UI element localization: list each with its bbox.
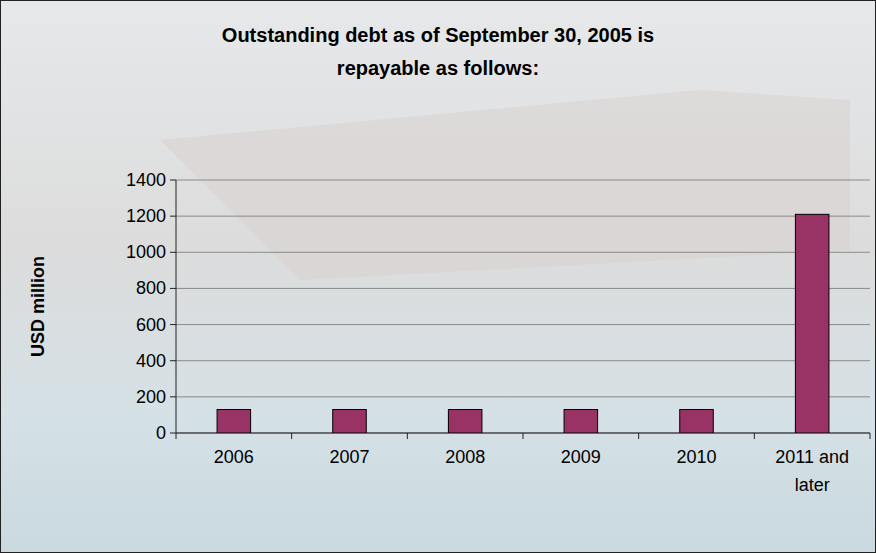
text-line: 2008 [445, 447, 485, 467]
background [1, 1, 876, 553]
tick-mark [170, 180, 176, 181]
tick-label: 200 [136, 387, 166, 407]
tick-mark [170, 216, 176, 217]
ship-shape [160, 90, 850, 280]
grid-line [176, 396, 870, 397]
tick-label: 800 [136, 278, 166, 298]
bar [795, 214, 829, 433]
category-label: 2009 [561, 447, 601, 467]
text-line: 2009 [561, 447, 601, 467]
tick-label: 1400 [126, 170, 166, 190]
bar [564, 410, 598, 433]
category-label: 2008 [445, 447, 485, 467]
chart: 0 200 400 600 800 1000 1200 1400 2006 2007 2008 200… [0, 0, 876, 553]
x-tick-mark [176, 433, 177, 439]
category-label: 2011 and later [775, 447, 849, 495]
bar [680, 410, 714, 433]
bar [333, 410, 367, 433]
tick-mark [170, 252, 176, 253]
tick-mark [170, 433, 176, 434]
y-axis-title: USD million [28, 256, 48, 357]
tick-label: 1000 [126, 242, 166, 262]
text-line: 2006 [214, 447, 254, 467]
tick-mark [170, 324, 176, 325]
grid-line [176, 360, 870, 361]
y-axis [176, 180, 177, 433]
title: Outstanding debt as of September 30, 200… [222, 24, 654, 79]
bar [448, 410, 482, 433]
tick-label: 1200 [126, 206, 166, 226]
tick-mark [170, 396, 176, 397]
grid-line [176, 180, 870, 181]
tick-mark [170, 288, 176, 289]
x-tick-mark [291, 433, 292, 439]
text-line: later [795, 475, 830, 495]
text-line: 2010 [676, 447, 716, 467]
grid-line [176, 324, 870, 325]
tick-mark [170, 360, 176, 361]
x-tick-mark [754, 433, 755, 439]
tick-label: 400 [136, 351, 166, 371]
text-line: Outstanding debt as of September 30, 200… [222, 24, 654, 46]
category-label: 2007 [329, 447, 369, 467]
category-label: 2006 [214, 447, 254, 467]
category-label: 2010 [676, 447, 716, 467]
text-line: 2007 [329, 447, 369, 467]
text-line: 2011 and [775, 447, 849, 467]
grid-line [176, 252, 870, 253]
x-tick-mark [407, 433, 408, 439]
grid-line [176, 288, 870, 289]
bar [217, 410, 251, 433]
tick-label: 600 [136, 315, 166, 335]
grid-line [176, 216, 870, 217]
tick-label: 0 [156, 423, 166, 443]
text-line: repayable as follows: [337, 57, 539, 79]
x-tick-mark [523, 433, 524, 439]
x-tick-mark [638, 433, 639, 439]
bars [217, 214, 829, 433]
x-tick-mark [870, 433, 871, 439]
